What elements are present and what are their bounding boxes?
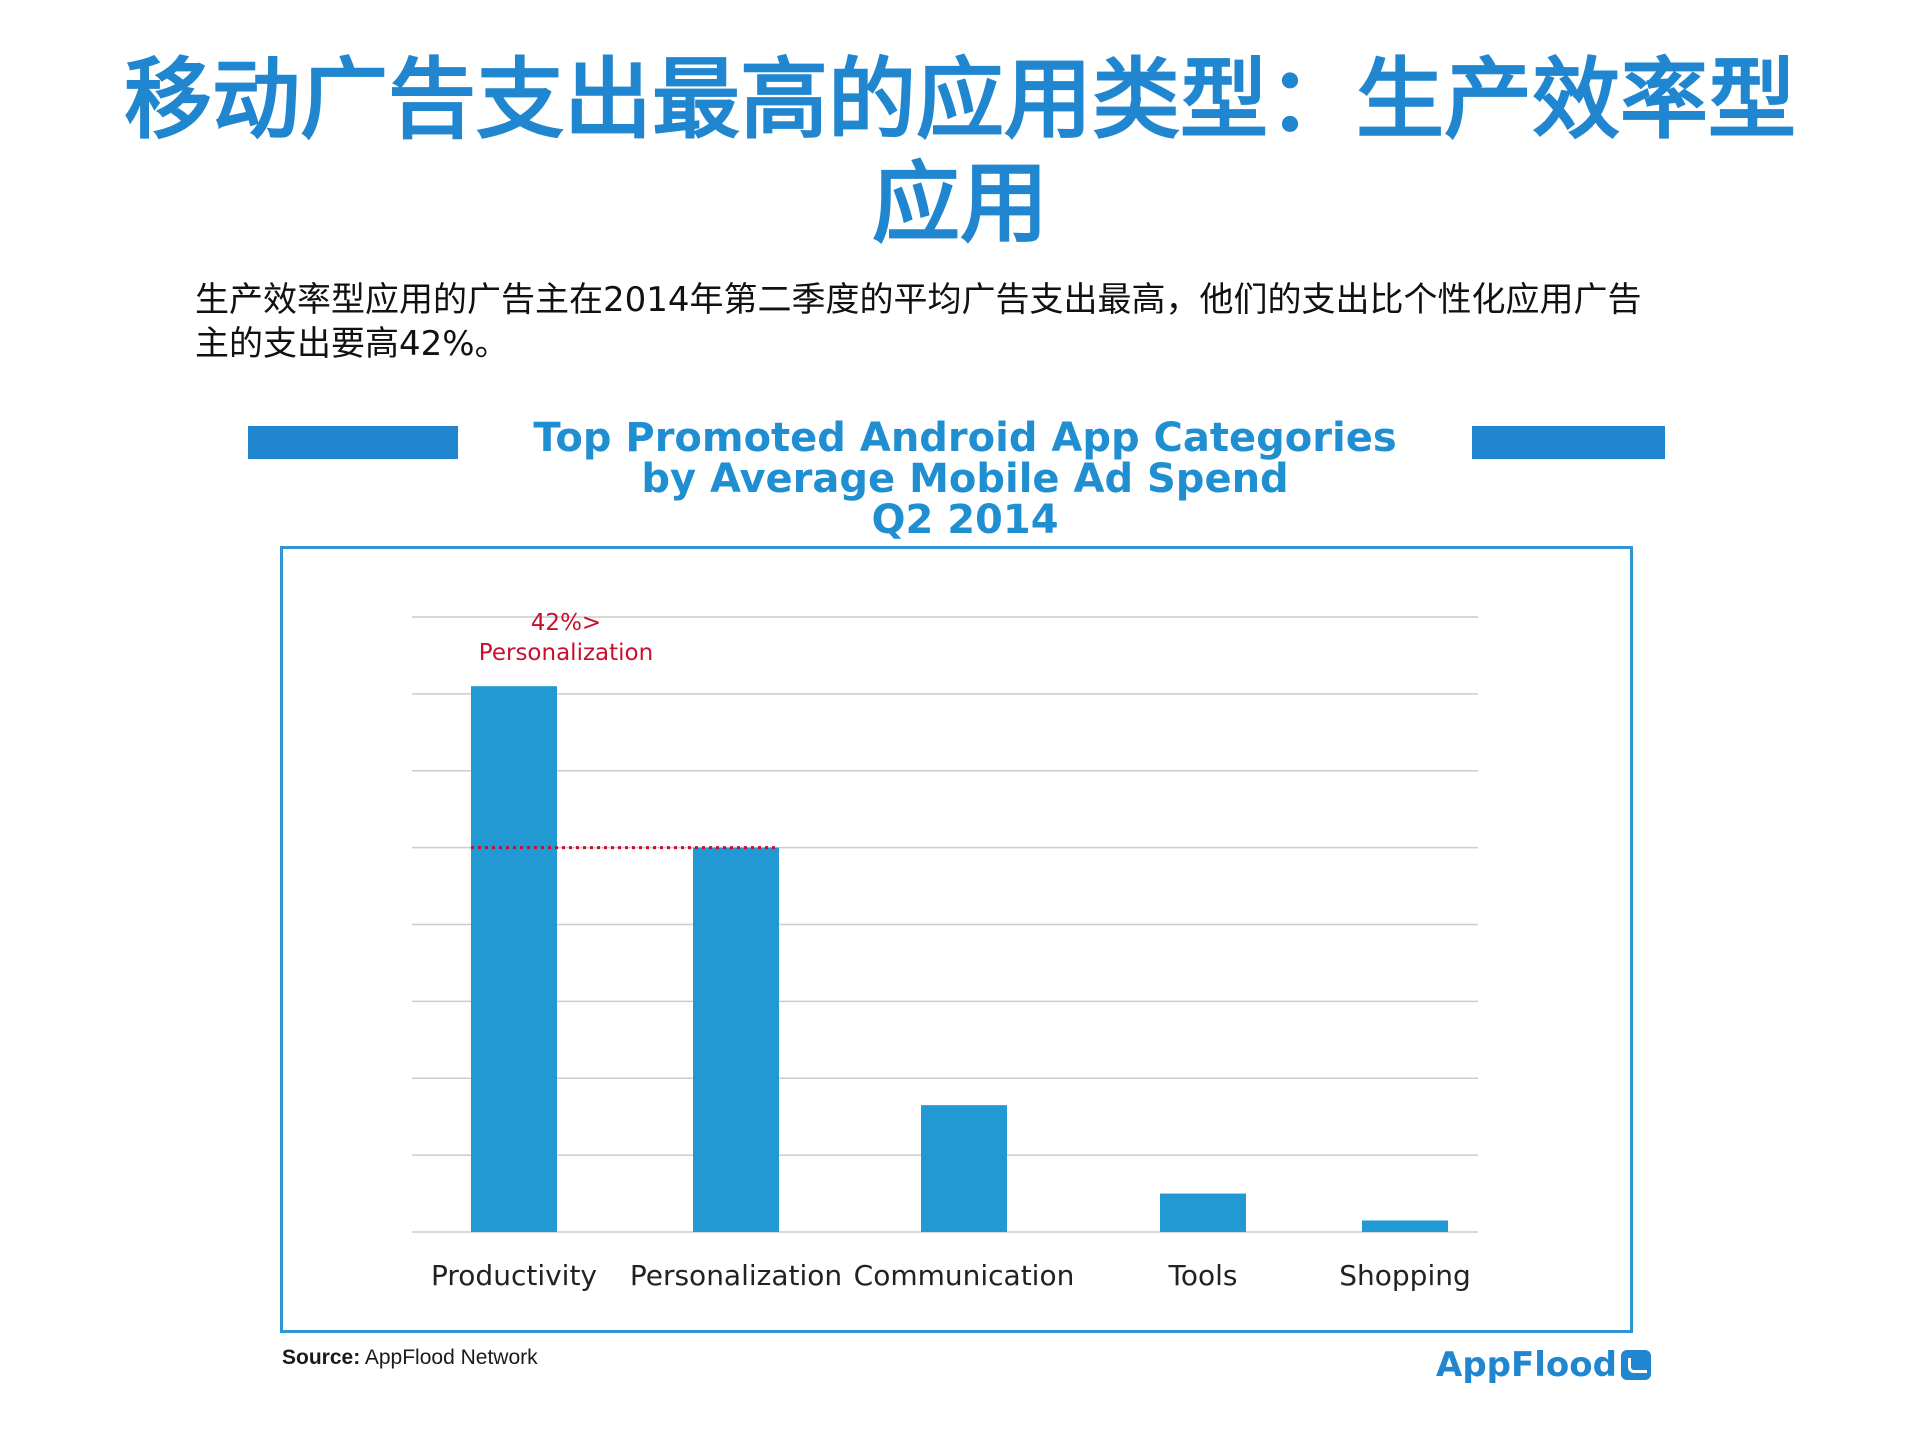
annotation-line-2: Personalization [479, 640, 653, 666]
x-tick-label: Tools [1168, 1259, 1238, 1292]
source-text: AppFlood Network [360, 1346, 538, 1369]
annotation-line-1: 42%> [531, 610, 601, 636]
page-title-line-2: 应用 [871, 152, 1048, 255]
bar-personalization [693, 847, 779, 1232]
x-tick-label: Shopping [1339, 1259, 1471, 1292]
appflood-logo: AppFlood [1436, 1342, 1651, 1388]
x-tick-label: Communication [854, 1259, 1075, 1292]
bar-shopping [1362, 1220, 1448, 1232]
chart-title-decor-bar-left [248, 426, 458, 459]
logo-mark-icon [1620, 1350, 1651, 1380]
chart-frame [280, 546, 1633, 1333]
bar-productivity [471, 686, 557, 1232]
page-subtitle: 生产效率型应用的广告主在2014年第二季度的平均广告支出最高，他们的支出比个性化… [195, 278, 1795, 366]
page-title: 移动广告支出最高的应用类型：生产效率型 应用 [120, 48, 1800, 256]
source-label: Source: [282, 1346, 361, 1369]
source-note: Source: AppFlood Network [282, 1346, 538, 1370]
page-title-line-1: 移动广告支出最高的应用类型：生产效率型 [123, 48, 1796, 151]
page-subtitle-line-2: 主的支出要高42%。 [195, 324, 509, 364]
chart-title-decor-bar-right [1472, 426, 1665, 459]
chart-title-line-1: Top Promoted Android App Categories [533, 415, 1397, 461]
bar-tools [1160, 1193, 1246, 1232]
page-subtitle-line-1: 生产效率型应用的广告主在2014年第二季度的平均广告支出最高，他们的支出比个性化… [195, 280, 1642, 320]
chart-title-line-3: Q2 2014 [871, 497, 1059, 543]
x-tick-label: Productivity [431, 1259, 597, 1292]
logo-text: AppFlood [1436, 1345, 1617, 1385]
bar-communication [921, 1105, 1007, 1232]
x-tick-label: Personalization [630, 1259, 842, 1292]
chart-title-line-2: by Average Mobile Ad Spend [641, 456, 1289, 502]
chart-title: Top Promoted Android App Categories by A… [460, 418, 1470, 541]
